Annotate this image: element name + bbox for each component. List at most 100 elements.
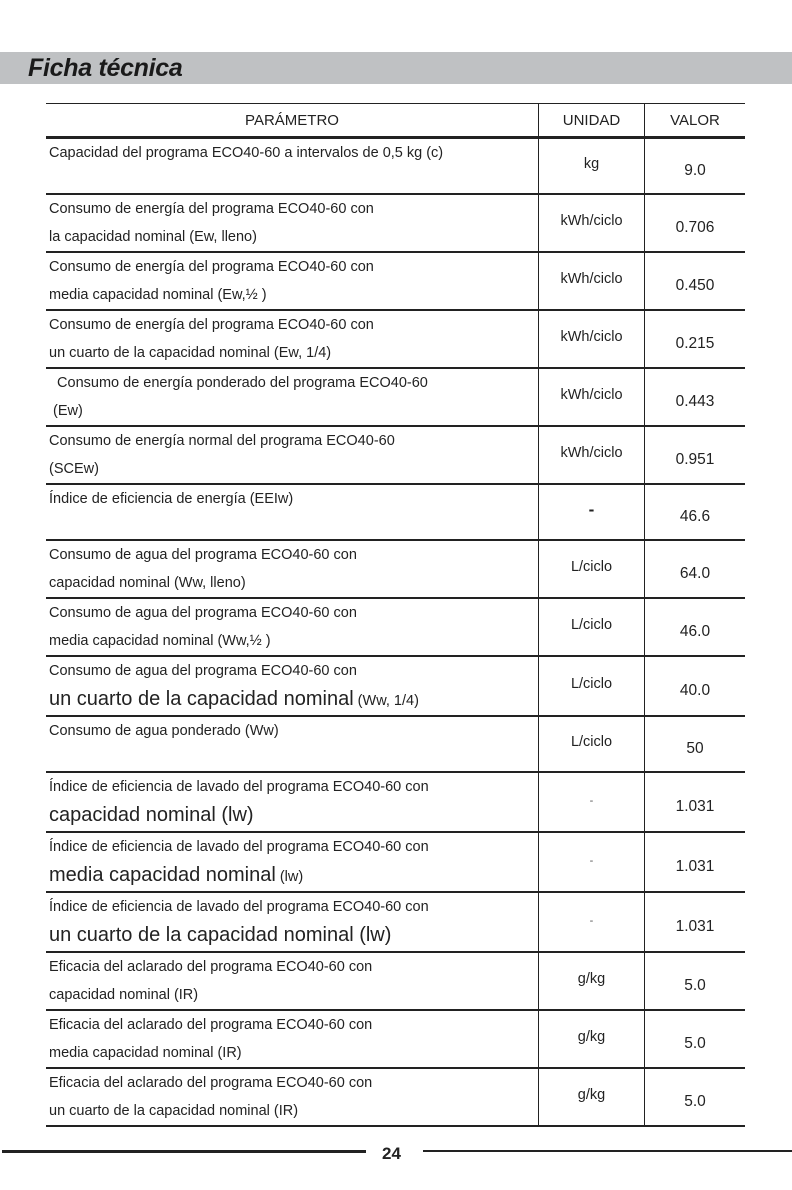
- param-line-1: Índice de eficiencia de lavado del progr…: [49, 899, 429, 915]
- param-line-2: capacidad nominal (lw): [46, 801, 538, 831]
- param-line-2: media capacidad nominal (lw): [46, 861, 538, 891]
- value-cell: 5.0: [644, 1068, 745, 1127]
- param-cell: Índice de eficiencia de lavado del progr…: [46, 892, 539, 953]
- value-cell: 0.706: [644, 194, 745, 253]
- unit-cell: kWh/ciclo: [538, 426, 645, 485]
- value-cell: 0.951: [644, 426, 745, 485]
- param-line-1: Consumo de agua del programa ECO40-60 co…: [49, 605, 357, 621]
- table-row: Consumo de agua ponderado (Ww) L/ciclo 5…: [46, 716, 745, 773]
- table-row: Consumo de agua del programa ECO40-60 co…: [46, 656, 745, 717]
- table-row: Consumo de agua del programa ECO40-60 co…: [46, 540, 745, 599]
- unit-text: kWh/ciclo: [560, 329, 623, 345]
- table-row: Capacidad del programa ECO40-60 a interv…: [46, 137, 745, 195]
- param-line-2: capacidad nominal (IR): [49, 987, 199, 1003]
- param-emphasis: un cuarto de la capacidad nominal: [49, 688, 354, 710]
- value-text: 46.6: [679, 508, 711, 525]
- value-text: 0.450: [675, 277, 715, 294]
- unit-cell: L/ciclo: [538, 540, 645, 599]
- value-cell: 9.0: [644, 137, 745, 195]
- table-row: Eficacia del aclarado del programa ECO40…: [46, 952, 745, 1011]
- param-line-2: capacidad nominal (Ww, lleno): [49, 575, 246, 591]
- param-line-2: un cuarto de la capacidad nominal (Ew, 1…: [49, 345, 332, 361]
- param-line-1: Consumo de energía normal del programa E…: [49, 433, 395, 449]
- param-line-1: Índice de eficiencia de lavado del progr…: [49, 839, 429, 855]
- value-text: 5.0: [684, 977, 706, 994]
- param-line-2: la capacidad nominal (Ew, lleno): [49, 229, 257, 245]
- table-row: Índice de eficiencia de energía (EEIw) -…: [46, 484, 745, 541]
- param-line-1: Índice de eficiencia de energía (EEIw): [49, 491, 294, 507]
- unit-cell: -: [538, 772, 645, 833]
- param-cell: Consumo de agua del programa ECO40-60 co…: [46, 540, 539, 599]
- param-emphasis: un cuarto de la capacidad nominal (lw): [49, 924, 392, 946]
- table-row: Índice de eficiencia de lavado del progr…: [46, 772, 745, 833]
- table-row: Índice de eficiencia de lavado del progr…: [46, 892, 745, 953]
- unit-cell: g/kg: [538, 1010, 645, 1069]
- table-row: Eficacia del aclarado del programa ECO40…: [46, 1010, 745, 1069]
- value-text: 0.951: [675, 451, 715, 468]
- param-cell: Consumo de energía del programa ECO40-60…: [46, 194, 539, 253]
- table-row: Consumo de energía ponderado del program…: [46, 368, 745, 427]
- footer-rule-right: [423, 1150, 792, 1152]
- param-line-2: media capacidad nominal (Ew,½ ): [49, 287, 267, 303]
- param-line-1: Eficacia del aclarado del programa ECO40…: [49, 1017, 373, 1033]
- unit-text: kWh/ciclo: [560, 445, 623, 461]
- param-cell: Índice de eficiencia de lavado del progr…: [46, 832, 539, 893]
- value-text: 0.443: [675, 393, 715, 410]
- footer-rule-left: [2, 1150, 366, 1153]
- value-cell: 46.0: [644, 598, 745, 657]
- value-cell: 64.0: [644, 540, 745, 599]
- param-line-2: un cuarto de la capacidad nominal (IR): [49, 1103, 299, 1119]
- value-text: 50: [686, 740, 704, 757]
- value-cell: 0.450: [644, 252, 745, 311]
- param-cell: Eficacia del aclarado del programa ECO40…: [46, 952, 539, 1011]
- value-text: 1.031: [675, 858, 715, 875]
- unit-cell: L/ciclo: [538, 656, 645, 717]
- value-text: 0.706: [675, 219, 715, 236]
- unit-text: -: [588, 500, 595, 519]
- page-title: Ficha técnica: [28, 54, 183, 82]
- table-row: Consumo de agua del programa ECO40-60 co…: [46, 598, 745, 657]
- table-row: Eficacia del aclarado del programa ECO40…: [46, 1068, 745, 1127]
- param-line-1: Consumo de agua del programa ECO40-60 co…: [49, 547, 357, 563]
- param-cell: Eficacia del aclarado del programa ECO40…: [46, 1010, 539, 1069]
- param-line-1: Consumo de energía del programa ECO40-60…: [49, 317, 374, 333]
- param-cell: Eficacia del aclarado del programa ECO40…: [46, 1068, 539, 1127]
- unit-text: L/ciclo: [570, 676, 613, 692]
- param-cell: Índice de eficiencia de lavado del progr…: [46, 772, 539, 833]
- spec-table: PARÁMETRO UNIDAD VALOR Capacidad del pro…: [46, 103, 745, 1127]
- unit-cell: g/kg: [538, 952, 645, 1011]
- header-parametro: PARÁMETRO: [46, 103, 539, 139]
- value-cell: 46.6: [644, 484, 745, 541]
- table-row: Consumo de energía del programa ECO40-60…: [46, 252, 745, 311]
- value-cell: 1.031: [644, 832, 745, 893]
- unit-text: kg: [583, 156, 600, 172]
- value-text: 5.0: [684, 1093, 706, 1110]
- param-line-1: Consumo de agua ponderado (Ww): [49, 723, 279, 739]
- param-line-1: Consumo de energía del programa ECO40-60…: [49, 259, 374, 275]
- unit-text: L/ciclo: [570, 617, 613, 633]
- unit-text: g/kg: [577, 1029, 606, 1045]
- param-line-2: media capacidad nominal (Ww,½ ): [49, 633, 271, 649]
- param-line-1: Eficacia del aclarado del programa ECO40…: [49, 959, 373, 975]
- value-text: 0.215: [675, 335, 715, 352]
- unit-cell: kWh/ciclo: [538, 252, 645, 311]
- param-suffix: (Ww, 1/4): [353, 693, 419, 709]
- param-line-1: Consumo de energía ponderado del program…: [49, 375, 428, 391]
- value-cell: 0.443: [644, 368, 745, 427]
- param-line-2: (Ew): [49, 403, 83, 419]
- value-text: 64.0: [679, 565, 711, 582]
- unit-text: kWh/ciclo: [560, 387, 623, 403]
- table-row: Consumo de energía del programa ECO40-60…: [46, 310, 745, 369]
- unit-cell: kWh/ciclo: [538, 194, 645, 253]
- param-cell: Consumo de agua del programa ECO40-60 co…: [46, 598, 539, 657]
- unit-cell: g/kg: [538, 1068, 645, 1127]
- header-valor: VALOR: [644, 103, 745, 139]
- param-cell: Consumo de agua del programa ECO40-60 co…: [46, 656, 539, 717]
- unit-cell: kWh/ciclo: [538, 310, 645, 369]
- param-cell: Consumo de energía del programa ECO40-60…: [46, 252, 539, 311]
- param-line-1: Consumo de agua del programa ECO40-60 co…: [49, 663, 357, 679]
- param-cell: Consumo de energía ponderado del program…: [46, 368, 539, 427]
- param-cell: Consumo de agua ponderado (Ww): [46, 716, 539, 773]
- param-line-2: un cuarto de la capacidad nominal (Ww, 1…: [46, 685, 538, 715]
- value-text: 40.0: [679, 682, 711, 699]
